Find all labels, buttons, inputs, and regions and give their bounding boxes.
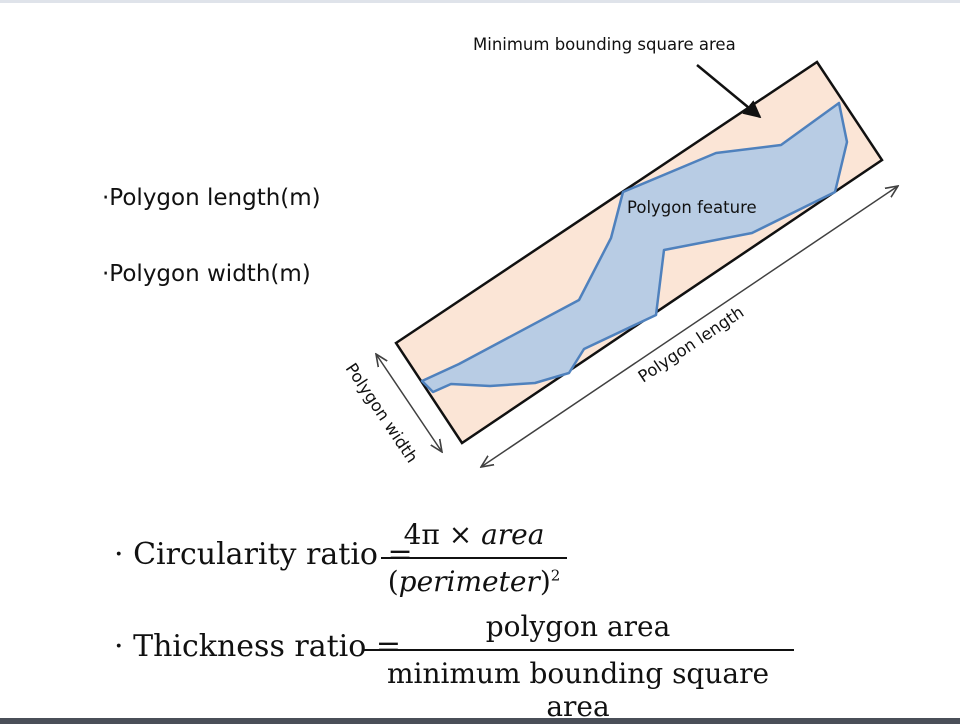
circularity-formula: · Circularity ratio = — [114, 537, 413, 572]
top-rule — [0, 0, 960, 3]
length-dimension-line — [481, 186, 898, 467]
thickness-formula: · Thickness ratio = — [114, 629, 401, 664]
bottom-rule — [0, 718, 960, 724]
thickness-fraction-bar — [362, 649, 794, 651]
polygon-feature — [420, 101, 849, 394]
circularity-fraction-bar — [381, 557, 567, 559]
thickness-numerator: polygon area — [485, 610, 671, 643]
polygon-feature-label: Polygon feature — [627, 198, 757, 217]
thickness-fraction: polygon area minimum bounding square are… — [362, 610, 794, 723]
callout-arrow — [696, 64, 762, 119]
circularity-numerator: 4π × area — [403, 518, 545, 551]
bullet-polygon-length: ·Polygon length(m) — [102, 185, 321, 211]
circularity-denominator: (perimeter)2 — [387, 564, 561, 598]
width-dimension-line — [376, 354, 442, 452]
bullet-polygon-width: ·Polygon width(m) — [102, 261, 311, 287]
bounding-box-label: Minimum bounding square area — [473, 35, 736, 54]
thickness-denominator: minimum bounding square area — [386, 656, 770, 723]
thickness-label: · Thickness ratio = — [114, 629, 401, 664]
circularity-label: · Circularity ratio = — [114, 537, 413, 572]
polygon-width-label: Polygon width — [342, 360, 422, 467]
circularity-fraction: 4π × area (perimeter)2 — [381, 518, 567, 598]
